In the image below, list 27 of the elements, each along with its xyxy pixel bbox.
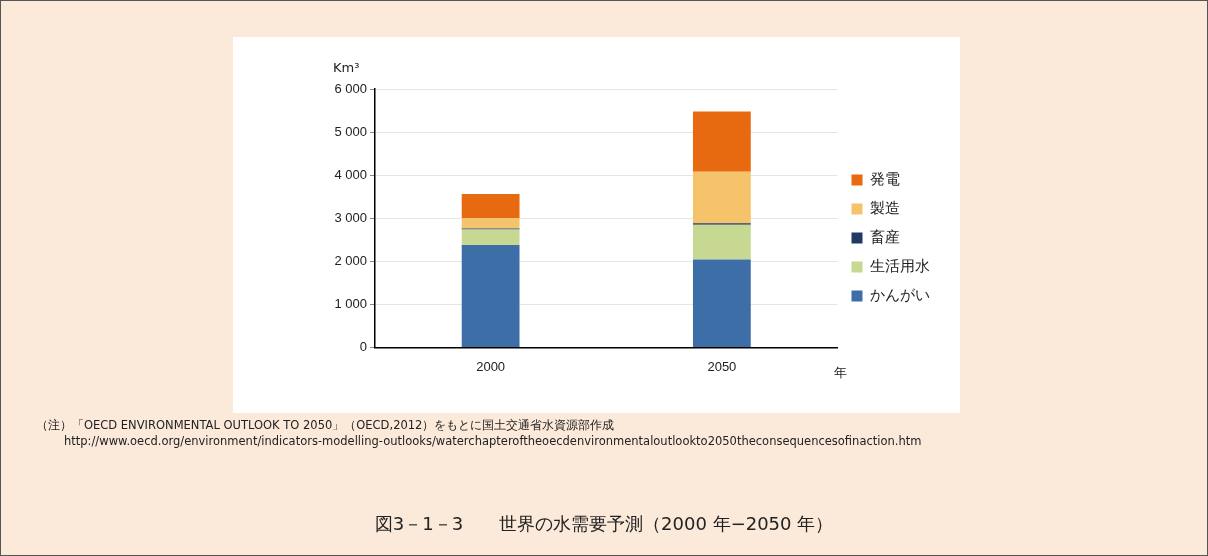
y-tick-label: 5 000 [334,123,367,139]
y-tick-label: 6 000 [334,80,367,96]
bar [461,194,520,219]
legend-label: かんがい [870,285,930,304]
y-axis-title: Km³ [333,59,360,75]
bar [461,218,520,229]
y-tick-label: 0 [359,338,367,354]
bar [692,111,751,172]
y-tick-label: 3 000 [334,209,367,225]
bar [461,244,520,347]
x-tick-label: 2050 [707,358,737,374]
legend-label: 製造 [870,198,900,217]
text: （注）「OECD ENVIRONMENTAL OUTLOOK TO 2050」（OECD,2012）をもとに国土交通省水資源部作成 [36,417,616,433]
legend-label: 畜産 [870,227,900,246]
x-axis-title: 年 [833,364,847,380]
y-tick-label: 2 000 [334,252,367,268]
legend-label: 発電 [870,169,900,188]
bar [461,229,520,245]
text: http://www.oecd.org/environment/indicators-modelling-outlooks/waterchapteroftheoecdenvironmentaloutlookto2050theconsequencesofinaction.htm [63,433,923,449]
bar [692,259,751,347]
x-tick-label: 2000 [476,358,506,374]
y-tick-label: 4 000 [334,166,367,182]
text: 図3－1－3 世界の水需要予測（2000 年−2050 年） [373,512,835,536]
bar [692,171,751,224]
bar [692,224,751,260]
legend-label: 生活用水 [870,256,930,275]
y-tick-label: 1 000 [334,295,367,311]
